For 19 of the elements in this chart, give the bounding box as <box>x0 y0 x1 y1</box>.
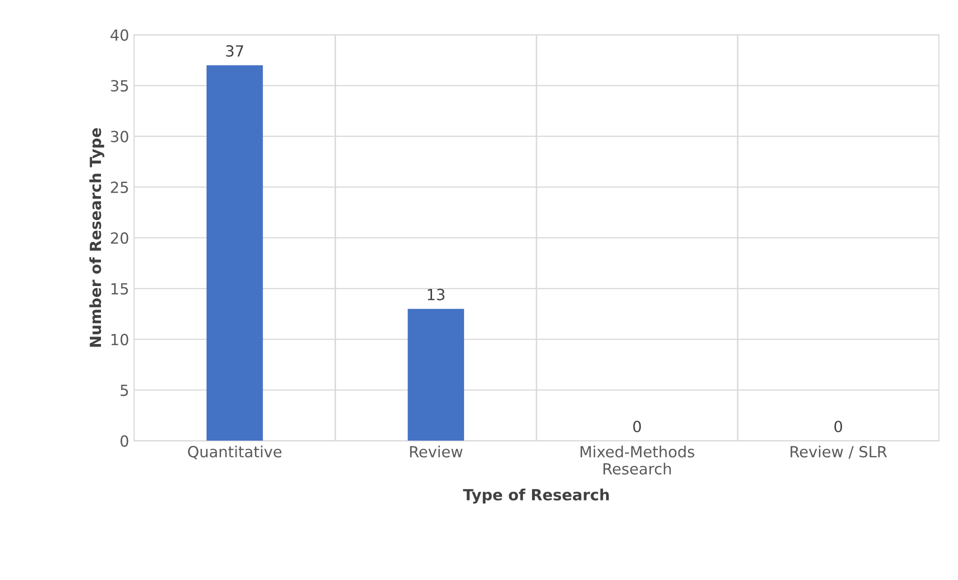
x-tick-label: Review <box>410 446 462 458</box>
data-label: 0 <box>834 420 842 432</box>
x-tick-label: Mixed-Methods Research <box>580 446 694 475</box>
y-tick-label: 0 <box>120 435 128 447</box>
y-tick-label: 30 <box>110 130 128 142</box>
data-label: 0 <box>633 420 641 432</box>
x-tick-label: Review / SLR <box>790 446 887 459</box>
y-tick-label: 15 <box>111 283 128 295</box>
data-label: 13 <box>428 288 444 300</box>
y-tick-label: 10 <box>111 334 128 346</box>
y-tick-label: 40 <box>110 29 128 41</box>
y-axis-title: Number of Research Type <box>89 128 104 347</box>
x-tick-label: Quantitative <box>188 446 282 460</box>
y-tick-label: 25 <box>110 182 128 194</box>
x-axis-title: Type of Research <box>463 488 609 504</box>
y-tick-label: 20 <box>110 232 128 244</box>
y-tick-label: 5 <box>120 384 128 396</box>
data-label: 37 <box>226 45 244 57</box>
y-tick-label: 35 <box>110 80 128 92</box>
